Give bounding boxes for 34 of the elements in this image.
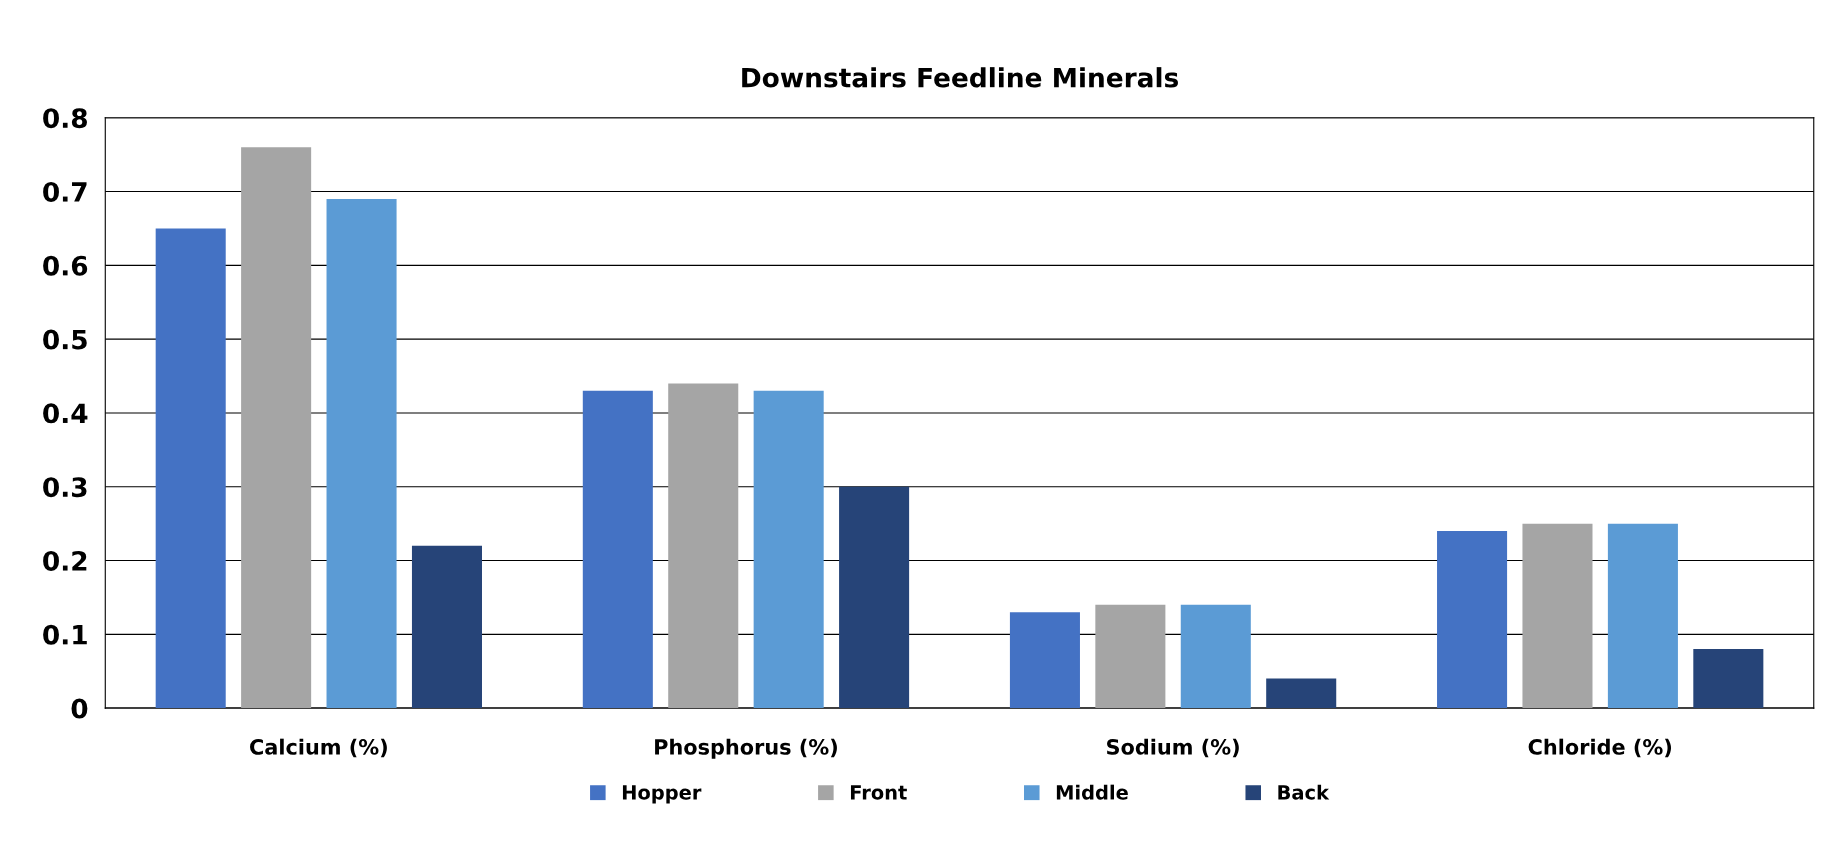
y-tick-label: 0.7	[43, 181, 87, 202]
x-tick-label: Sodium (%)	[1107, 738, 1239, 758]
bar	[1095, 604, 1166, 709]
legend-label: Middle	[1056, 784, 1128, 800]
legend-label: Back	[1278, 784, 1330, 800]
bar	[753, 390, 824, 709]
y-tick-label: 0	[71, 698, 88, 719]
legend-label: Front	[850, 785, 907, 800]
y-tick-label: 0.2	[43, 550, 87, 571]
y-tick-label: 0.4	[43, 403, 88, 424]
bar	[1009, 612, 1080, 709]
bar	[411, 545, 482, 709]
bar	[241, 147, 312, 709]
legend-label: Hopper	[622, 785, 702, 804]
y-tick-label: 0.1	[43, 624, 87, 645]
x-tick-label: Calcium (%)	[250, 738, 387, 758]
bar	[1522, 523, 1593, 709]
bar	[326, 198, 397, 709]
chart-title: Downstairs Feedline Minerals	[742, 67, 1178, 88]
bar	[1180, 604, 1251, 709]
bar	[1266, 678, 1337, 709]
x-tick-label: Phosphorus (%)	[655, 738, 837, 759]
bar	[1607, 523, 1678, 709]
bar	[1437, 531, 1508, 709]
bar	[1693, 649, 1764, 709]
x-tick-label: Chloride (%)	[1528, 738, 1671, 758]
bar	[155, 228, 226, 709]
y-tick-label: 0.5	[43, 329, 87, 350]
y-tick-label: 0.3	[43, 477, 87, 498]
y-tick-label: 0.8	[43, 108, 87, 129]
bar	[582, 390, 653, 709]
bar	[668, 383, 739, 709]
y-tick-label: 0.6	[43, 255, 88, 276]
bar	[839, 486, 910, 709]
